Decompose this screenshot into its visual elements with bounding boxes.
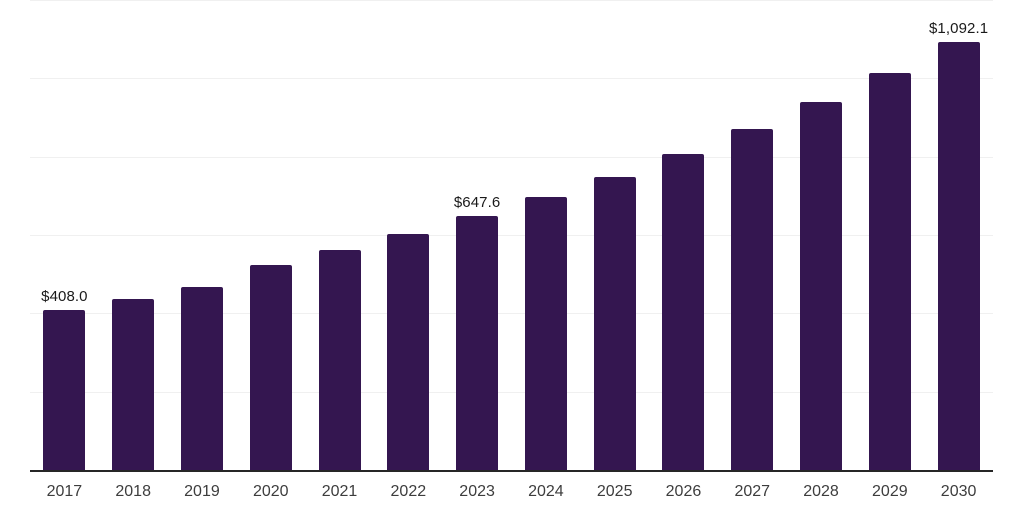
bar-2017 — [43, 310, 86, 470]
bar-2030 — [937, 42, 980, 470]
bar-2027 — [731, 129, 774, 470]
gridline — [30, 0, 993, 1]
gridline — [30, 156, 993, 158]
bar-2025 — [593, 176, 636, 470]
bar-2028 — [800, 102, 843, 470]
x-tick-label-2023: 2023 — [459, 483, 495, 500]
bar-value-label-2030: $1,092.1 — [928, 20, 989, 38]
x-tick-label-2028: 2028 — [803, 483, 839, 500]
gridline — [30, 391, 993, 393]
x-tick-label-2017: 2017 — [46, 483, 83, 500]
x-tick-label-2030: 2030 — [940, 483, 977, 500]
bar-value-label-2023: $647.6 — [453, 194, 501, 212]
bar-2024 — [524, 197, 567, 470]
bar-2022 — [387, 233, 430, 470]
bar-2020 — [249, 265, 292, 470]
x-tick-label-2026: 2026 — [665, 483, 702, 500]
x-tick-label-2021: 2021 — [321, 483, 358, 500]
bar-2021 — [318, 250, 361, 470]
x-tick-label-2024: 2024 — [528, 483, 564, 500]
plot-area: $408.0 $647.6 $1,092.1 — [30, 0, 993, 472]
bar-2023 — [456, 216, 499, 470]
gridline — [30, 235, 993, 236]
x-tick-label-2018: 2018 — [115, 483, 151, 500]
x-tick-label-2020: 2020 — [252, 483, 289, 500]
bar-2029 — [868, 72, 911, 470]
bar-2018 — [112, 299, 155, 470]
x-tick-label-2022: 2022 — [390, 483, 427, 500]
x-tick-label-2029: 2029 — [872, 483, 908, 500]
bar-2026 — [662, 153, 705, 470]
x-tick-label-2019: 2019 — [184, 483, 220, 500]
x-tick-label-2027: 2027 — [734, 483, 771, 500]
bar-value-label-2017: $408.0 — [41, 288, 88, 306]
gridline — [30, 313, 993, 315]
x-tick-label-2025: 2025 — [596, 483, 633, 500]
bar-2019 — [180, 286, 223, 470]
gridline — [30, 78, 993, 80]
